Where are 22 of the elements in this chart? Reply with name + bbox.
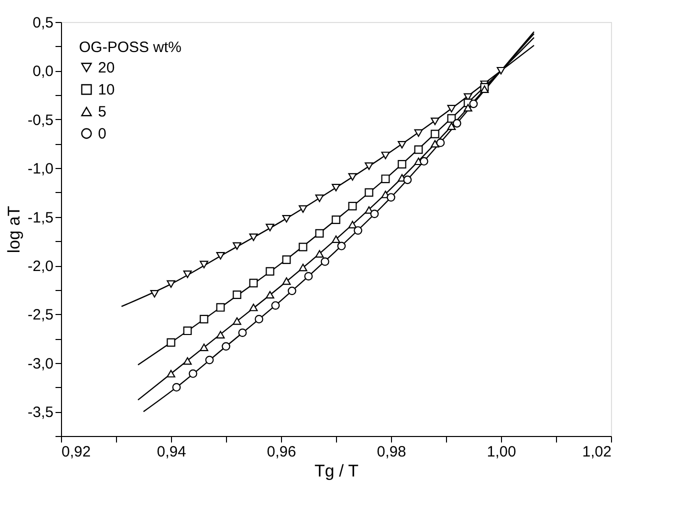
x-tick-label: 0,98 bbox=[376, 444, 406, 460]
x-axis-title: Tg / T bbox=[314, 462, 359, 480]
y-tick-label: -2,5 bbox=[28, 306, 54, 324]
y-tick-label: -1,5 bbox=[28, 209, 54, 226]
y-tick-label: -0,5 bbox=[28, 112, 54, 129]
x-tick-label: 1,02 bbox=[582, 444, 612, 460]
x-tick-label: 1,00 bbox=[486, 444, 516, 460]
x-tick-label: 0,96 bbox=[266, 444, 296, 460]
legend-label: 0 bbox=[98, 126, 106, 142]
y-tick-label: 0,5 bbox=[32, 14, 54, 32]
y-tick-label: -1,0 bbox=[28, 160, 54, 178]
legend-label: 5 bbox=[98, 104, 106, 120]
y-tick-label: -3,5 bbox=[28, 404, 54, 422]
y-axis-title: log aT bbox=[4, 206, 24, 254]
legend-title: OG-POSS wt% bbox=[79, 39, 182, 56]
y-tick-label: -2,0 bbox=[28, 258, 54, 276]
legend-label: 20 bbox=[98, 60, 115, 76]
y-tick-label: 0,0 bbox=[32, 63, 54, 80]
legend-label: 10 bbox=[98, 82, 115, 98]
x-tick-label: 0,92 bbox=[62, 444, 91, 460]
y-tick-label: -3,0 bbox=[28, 355, 54, 372]
x-tick-label: 0,94 bbox=[156, 444, 186, 460]
